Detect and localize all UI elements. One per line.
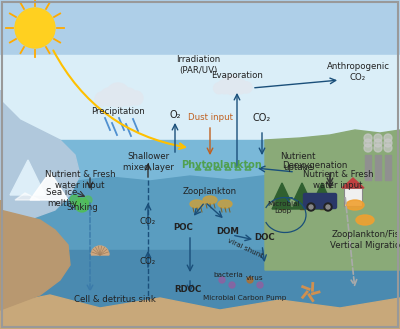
Text: Phytoplankton: Phytoplankton <box>182 160 262 170</box>
Polygon shape <box>10 160 45 195</box>
Polygon shape <box>274 183 290 200</box>
Text: bacteria: bacteria <box>213 272 243 278</box>
Bar <box>280 195 284 209</box>
Text: Microbial Carbon Pump: Microbial Carbon Pump <box>203 295 287 301</box>
Circle shape <box>95 92 109 106</box>
Text: DOC: DOC <box>255 234 275 242</box>
Circle shape <box>364 144 372 152</box>
Circle shape <box>222 75 242 95</box>
Circle shape <box>326 205 330 209</box>
Polygon shape <box>0 90 80 230</box>
Bar <box>0 55 400 185</box>
Circle shape <box>229 282 235 288</box>
Bar <box>365 155 371 180</box>
Text: Zooplankton: Zooplankton <box>183 188 237 196</box>
Polygon shape <box>294 183 310 200</box>
Circle shape <box>119 88 137 106</box>
Ellipse shape <box>356 215 374 225</box>
Circle shape <box>70 195 80 205</box>
Polygon shape <box>292 190 312 209</box>
Text: CO₂: CO₂ <box>140 217 156 226</box>
Text: Anthropogenic
CO₂: Anthropogenic CO₂ <box>326 62 390 82</box>
Circle shape <box>75 198 89 212</box>
Bar <box>385 155 391 180</box>
Circle shape <box>364 134 372 142</box>
Ellipse shape <box>218 200 232 208</box>
Text: viral shunt: viral shunt <box>226 237 264 259</box>
Text: Irradiation
(PAR/UV): Irradiation (PAR/UV) <box>176 55 220 75</box>
Circle shape <box>374 134 382 142</box>
Circle shape <box>384 144 392 152</box>
Text: CO₂: CO₂ <box>140 258 156 266</box>
Text: RDOC: RDOC <box>174 286 202 294</box>
Polygon shape <box>0 200 70 310</box>
Circle shape <box>247 277 253 283</box>
Ellipse shape <box>346 200 364 210</box>
Bar <box>344 188 362 206</box>
Polygon shape <box>15 193 40 200</box>
Polygon shape <box>30 172 68 200</box>
Circle shape <box>219 277 225 283</box>
Polygon shape <box>0 295 400 329</box>
Text: Sinking: Sinking <box>66 204 98 213</box>
Polygon shape <box>314 183 330 200</box>
Bar <box>0 0 400 55</box>
Circle shape <box>257 282 263 288</box>
Text: Microbial
Loop: Microbial Loop <box>267 201 299 215</box>
Circle shape <box>374 144 382 152</box>
Text: Nutrient & Fresh
water input: Nutrient & Fresh water input <box>45 170 115 190</box>
Polygon shape <box>0 174 400 260</box>
Circle shape <box>324 203 332 211</box>
Polygon shape <box>312 190 332 209</box>
Circle shape <box>218 79 232 94</box>
Circle shape <box>15 8 55 48</box>
Circle shape <box>233 79 247 94</box>
Ellipse shape <box>190 200 204 208</box>
Text: POC: POC <box>173 223 193 233</box>
Polygon shape <box>0 140 400 185</box>
Text: CO₂: CO₂ <box>253 113 271 123</box>
Polygon shape <box>265 130 400 270</box>
Circle shape <box>384 139 392 147</box>
Bar <box>0 250 400 315</box>
Text: O₂: O₂ <box>169 110 181 120</box>
Wedge shape <box>91 246 109 255</box>
Circle shape <box>106 83 130 107</box>
Text: Nutrient & Fresh
water input: Nutrient & Fresh water input <box>303 170 373 190</box>
Text: Shallower
mixed layer: Shallower mixed layer <box>122 152 174 172</box>
Polygon shape <box>342 178 364 188</box>
Bar <box>320 195 324 209</box>
FancyBboxPatch shape <box>304 193 336 209</box>
Text: Nutrient
uptake: Nutrient uptake <box>280 152 316 172</box>
Circle shape <box>241 82 252 93</box>
Text: Evaporation: Evaporation <box>211 70 263 80</box>
Text: DOM: DOM <box>216 227 240 237</box>
Bar <box>0 140 400 329</box>
Circle shape <box>384 134 392 142</box>
Circle shape <box>214 83 225 94</box>
Circle shape <box>129 91 143 105</box>
Circle shape <box>364 139 372 147</box>
Text: Zooplankton/Fish
Vertical Migration: Zooplankton/Fish Vertical Migration <box>330 230 400 250</box>
Circle shape <box>84 196 92 204</box>
Text: Deoxygenation: Deoxygenation <box>282 161 348 169</box>
Text: Dust input: Dust input <box>188 114 232 122</box>
Circle shape <box>374 139 382 147</box>
Text: Precipitation: Precipitation <box>91 108 145 116</box>
Polygon shape <box>272 190 292 209</box>
Text: Sea ice
melthy: Sea ice melthy <box>46 188 78 208</box>
Circle shape <box>100 88 118 106</box>
Text: Cell & detritus sink: Cell & detritus sink <box>74 295 156 305</box>
Circle shape <box>309 205 313 209</box>
Text: virus: virus <box>246 275 264 281</box>
Bar <box>300 195 304 209</box>
Circle shape <box>307 203 315 211</box>
Bar <box>375 155 381 180</box>
Ellipse shape <box>203 196 217 204</box>
